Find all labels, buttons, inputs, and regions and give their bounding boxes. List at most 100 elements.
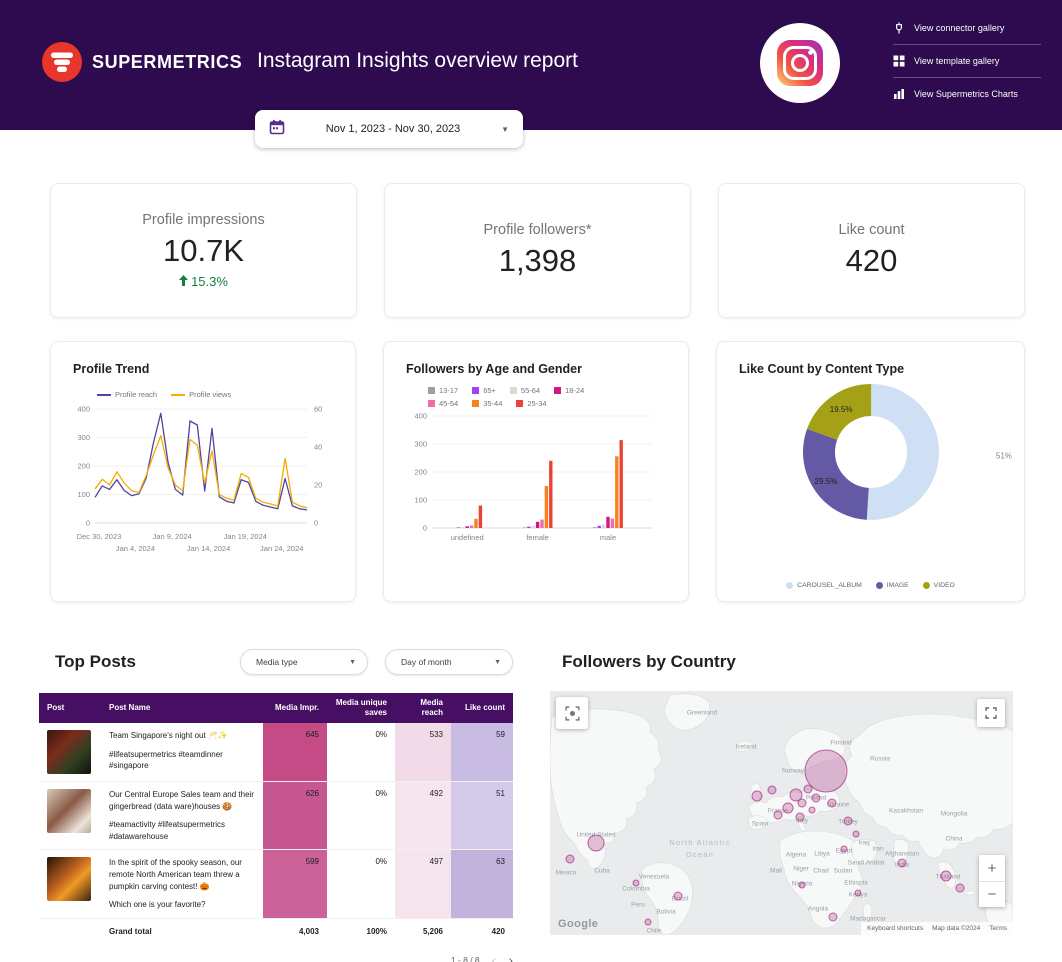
media-impressions-cell: 599 (263, 849, 327, 919)
svg-text:300: 300 (77, 433, 90, 442)
google-logo: Google (558, 918, 599, 930)
post-name-cell: Team Singapore's night out 🥂✨ #lifeatsupe… (101, 723, 263, 782)
media-unique-saves-cell: 0% (327, 849, 395, 919)
header-links: View connector gallery View template gall… (893, 12, 1041, 110)
map-country-label: Ukraine (826, 801, 850, 809)
date-range-value: Nov 1, 2023 - Nov 30, 2023 (325, 123, 461, 135)
grand-total-likes: 420 (451, 917, 513, 944)
svg-text:19.5%: 19.5% (830, 405, 853, 414)
column-header-media-impr: Media Impr. (263, 693, 327, 723)
legend-swatch (554, 387, 562, 394)
keyboard-shortcuts-link[interactable]: Keyboard shortcuts (867, 925, 924, 932)
legend-item-carousel-album: CAROUSEL_ALBUM (786, 582, 862, 589)
zoom-out-button[interactable]: − (979, 881, 1005, 907)
scorecard-delta: 15.3% (179, 274, 228, 289)
legend-item-25-34: 25-34 (516, 399, 547, 408)
svg-text:Jan 9, 2024: Jan 9, 2024 (153, 532, 192, 541)
grand-total-saves: 100% (327, 917, 395, 944)
svg-text:100: 100 (414, 496, 427, 505)
map-country-label: Afghanistan (884, 850, 920, 858)
header-link-view-connector-gallery[interactable]: View connector gallery (893, 12, 1041, 44)
map-country-label: Egypt (835, 847, 853, 855)
legend-item-image: IMAGE (875, 582, 909, 589)
grand-total-label: Grand total (101, 917, 263, 944)
map-labels: Greenland Iceland Norway Finland United Stat… (550, 691, 1013, 935)
legend-label: IMAGE (886, 582, 909, 589)
like-count-cell: 51 (451, 781, 513, 851)
legend-label: 65+ (483, 386, 496, 395)
header-link-label: View Supermetrics Charts (914, 89, 1018, 99)
post-thumbnail (47, 789, 91, 833)
post-name: Our Central Europe Sales team and their … (109, 790, 254, 811)
map-fullscreen-button[interactable] (977, 699, 1005, 727)
map-country-label: Iran (872, 845, 884, 853)
pagination-prev-button[interactable]: ‹ (491, 951, 497, 962)
trend-chart: 0 100 200 300 400 0 20 40 60 Dec 30, 2023 Jan 4, 2… (61, 399, 355, 564)
legend-row: 13-17 65+ 55-64 18-24 (428, 386, 584, 395)
filter-media-type[interactable]: Media type ▼ (240, 649, 368, 675)
map-country-label: Saudi Arabia (847, 859, 885, 867)
connector-gallery-icon (893, 22, 905, 34)
chevron-down-icon: ▼ (349, 658, 356, 666)
svg-text:200: 200 (414, 468, 427, 477)
map-country-label: Venezuela (638, 873, 670, 881)
date-range-picker[interactable]: Nov 1, 2023 - Nov 30, 2023 ▼ (255, 110, 523, 148)
header-link-label: View connector gallery (914, 23, 1005, 33)
scorecard-value: 1,398 (498, 243, 577, 278)
followers-by-country-section: Followers by Country (550, 645, 1013, 935)
map-attribution: Keyboard shortcuts Map data ©2024 Terms (861, 922, 1013, 935)
map-data-label: Map data ©2024 (932, 925, 981, 932)
post-name-cell: Our Central Europe Sales team and their … (101, 781, 263, 851)
map-country-label: Kazakhstan (889, 807, 923, 815)
post-name-cell: In the spirit of the spooky season, our … (101, 849, 263, 919)
map-country-label: Algeria (785, 851, 807, 859)
filter-label: Media type (256, 657, 298, 667)
map-country-label: Madagascar (850, 915, 886, 923)
scorecard-label: Like count (838, 222, 905, 238)
map-area-select-button[interactable] (556, 697, 588, 729)
pagination: 1 - 8 / 8 ‹ › (39, 953, 513, 962)
age-gender-card: Followers by Age and Gender 13-17 65+ 55-6… (383, 341, 689, 602)
scorecard-label: Profile impressions (142, 212, 265, 228)
legend-swatch (472, 387, 480, 394)
legend-item-video: VIDEO (922, 582, 955, 589)
legend-label: 18-24 (565, 386, 585, 395)
table-row: Our Central Europe Sales team and their … (39, 781, 513, 851)
svg-text:Dec 30, 2023: Dec 30, 2023 (77, 532, 122, 541)
svg-text:male: male (600, 533, 616, 542)
post-cell (39, 781, 101, 851)
world-map[interactable]: Greenland Iceland Norway Finland United Stat… (550, 691, 1013, 935)
scorecard-delta-value: 15.3% (191, 274, 228, 289)
filter-day-of-month[interactable]: Day of month ▼ (385, 649, 513, 675)
content-type-card: Like Count by Content Type 51% 29.5% 19.5%… (716, 341, 1025, 602)
scorecards: Profile impressions 10.7K 15.3% Profile fol… (50, 183, 1025, 318)
map-country-label: Bolivia (656, 908, 676, 916)
top-posts-table: Post Post Name Media Impr. Media unique sav… (39, 693, 513, 944)
map-country-label: Nigeria (791, 880, 813, 888)
map-landmasses (550, 693, 1013, 935)
column-header-media-unique-saves: Media unique saves (327, 693, 395, 723)
map-country-label: Norway (781, 767, 805, 775)
legend-item-55-64: 55-64 (509, 386, 540, 395)
map-country-label: Chad (813, 867, 829, 875)
post-name: In the spirit of the spooky season, our … (109, 858, 242, 891)
calendar-icon (269, 119, 285, 140)
legend-swatch (428, 387, 435, 394)
svg-text:undefined: undefined (451, 533, 484, 542)
table-row: In the spirit of the spooky season, our … (39, 849, 513, 919)
header-link-view-template-gallery[interactable]: View template gallery (893, 44, 1041, 77)
column-header-media-reach: Media reach (395, 693, 451, 723)
header-link-view-supermetrics-charts[interactable]: View Supermetrics Charts (893, 77, 1041, 110)
pagination-next-button[interactable]: › (508, 951, 513, 962)
map-country-label: Ethiopia (844, 879, 868, 887)
map-country-label: Niger (793, 865, 809, 873)
zoom-in-button[interactable]: + (979, 855, 1005, 881)
svg-text:300: 300 (414, 440, 427, 449)
age-gender-title: Followers by Age and Gender (406, 362, 582, 376)
content-type-title: Like Count by Content Type (739, 362, 905, 376)
media-impressions-cell: 645 (263, 723, 327, 782)
map-country-label: Peru (631, 901, 645, 909)
terms-link[interactable]: Terms (989, 925, 1007, 932)
post-subtext: #lifeatsupermetrics #teamdinner #singapo… (109, 749, 223, 771)
media-impressions-cell: 626 (263, 781, 327, 851)
